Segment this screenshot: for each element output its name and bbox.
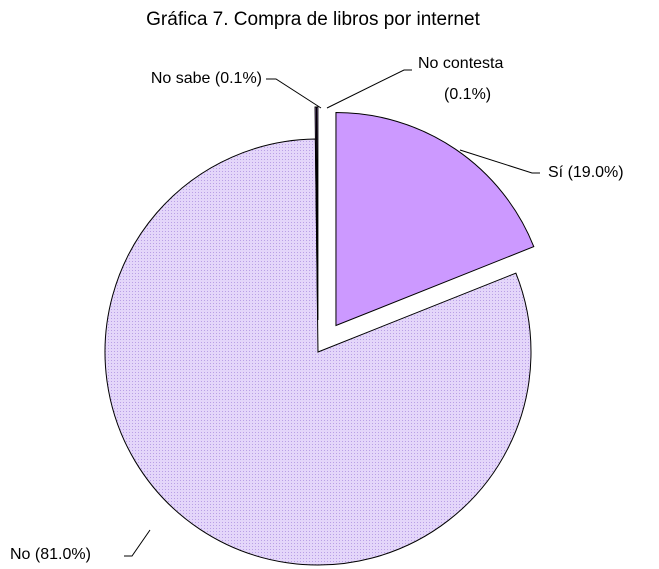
leader-line (266, 78, 322, 109)
slice-label: Sí (19.0%) (548, 164, 624, 181)
leader-line (326, 69, 412, 109)
leader-line (459, 149, 540, 174)
slice-label: No sabe (0.1%) (151, 70, 262, 87)
slice-label: (0.1%) (444, 86, 491, 103)
pie-slice (335, 112, 535, 327)
leader-line (124, 529, 151, 557)
slice-label: No contesta (418, 55, 503, 72)
slice-label: No (81.0%) (10, 546, 91, 563)
pie-slice (104, 138, 532, 566)
pie-slice (316, 106, 319, 321)
chart-title: Gráfica 7. Compra de libros por internet (146, 9, 480, 30)
